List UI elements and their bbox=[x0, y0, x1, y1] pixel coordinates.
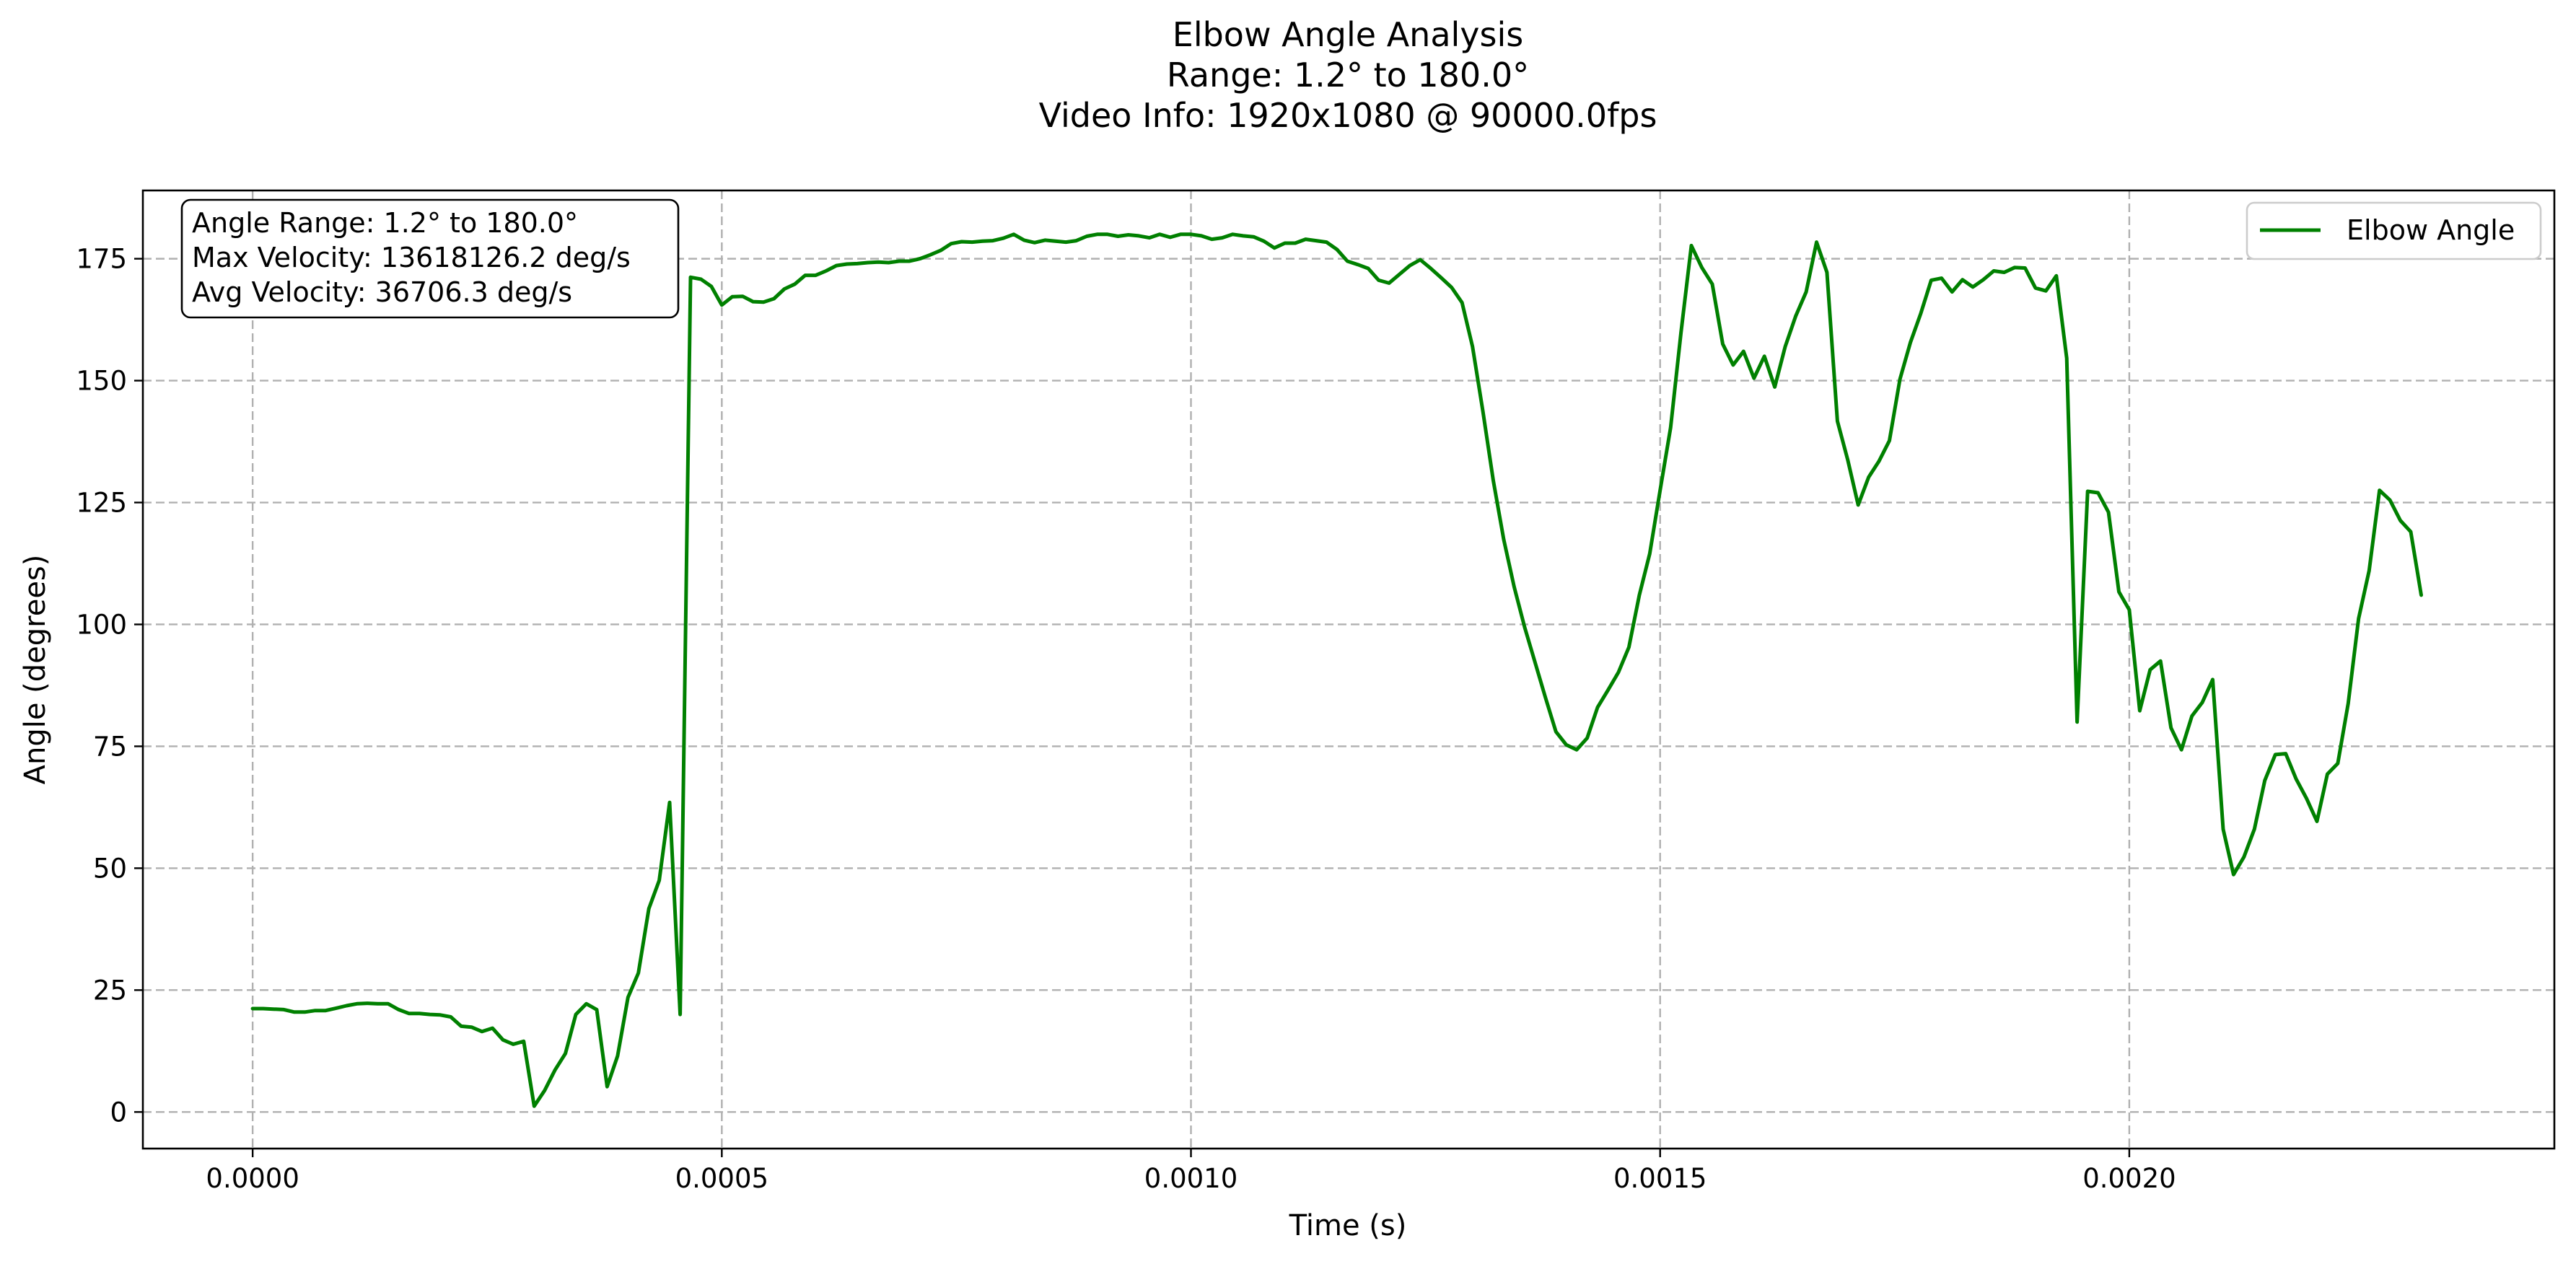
y-axis-label: Angle (degrees) bbox=[19, 555, 52, 785]
legend-frame bbox=[2246, 201, 2542, 260]
stats-max-velocity: Max Velocity: 13618126.2 deg/s bbox=[192, 242, 631, 273]
x-tick-label: 0.0015 bbox=[1613, 1163, 1707, 1194]
y-tick-label: 25 bbox=[93, 975, 127, 1006]
grid bbox=[143, 190, 2554, 1149]
y-tick-label: 175 bbox=[76, 244, 127, 275]
x-tick-label: 0.0000 bbox=[206, 1163, 299, 1194]
x-tick-label: 0.0020 bbox=[2082, 1163, 2176, 1194]
y-tick-label: 150 bbox=[76, 366, 127, 397]
y-tick-label: 75 bbox=[93, 731, 127, 762]
chart-subtitle-range: Range: 1.2° to 180.0° bbox=[1167, 56, 1529, 95]
chart-title: Elbow Angle Analysis bbox=[1173, 15, 1523, 54]
stats-box-frame bbox=[180, 198, 680, 319]
series-line-elbow-angle bbox=[250, 232, 2423, 1108]
y-tick-label: 125 bbox=[76, 488, 127, 519]
y-tick-label: 0 bbox=[110, 1097, 127, 1128]
stats-box: Angle Range: 1.2° to 180.0° Max Velocity… bbox=[180, 198, 680, 319]
y-tick-label: 50 bbox=[93, 853, 127, 884]
stats-avg-velocity: Avg Velocity: 36706.3 deg/s bbox=[192, 276, 572, 308]
chart-subtitle-video-info: Video Info: 1920x1080 @ 90000.0fps bbox=[1039, 96, 1657, 135]
y-tick-label: 100 bbox=[76, 609, 127, 640]
x-tick-label: 0.0010 bbox=[1144, 1163, 1237, 1194]
axis-ticks: 0.0000 0.0005 0.0010 0.0015 0.0020 0 25 50 75 100… bbox=[76, 244, 2176, 1194]
legend: Elbow Angle bbox=[2246, 201, 2542, 260]
plot-area-frame bbox=[141, 189, 2556, 1150]
stats-angle-range: Angle Range: 1.2° to 180.0° bbox=[192, 207, 578, 239]
legend-label-elbow-angle: Elbow Angle bbox=[2347, 214, 2515, 246]
x-axis-label: Time (s) bbox=[1289, 1209, 1407, 1242]
x-tick-label: 0.0005 bbox=[675, 1163, 768, 1194]
